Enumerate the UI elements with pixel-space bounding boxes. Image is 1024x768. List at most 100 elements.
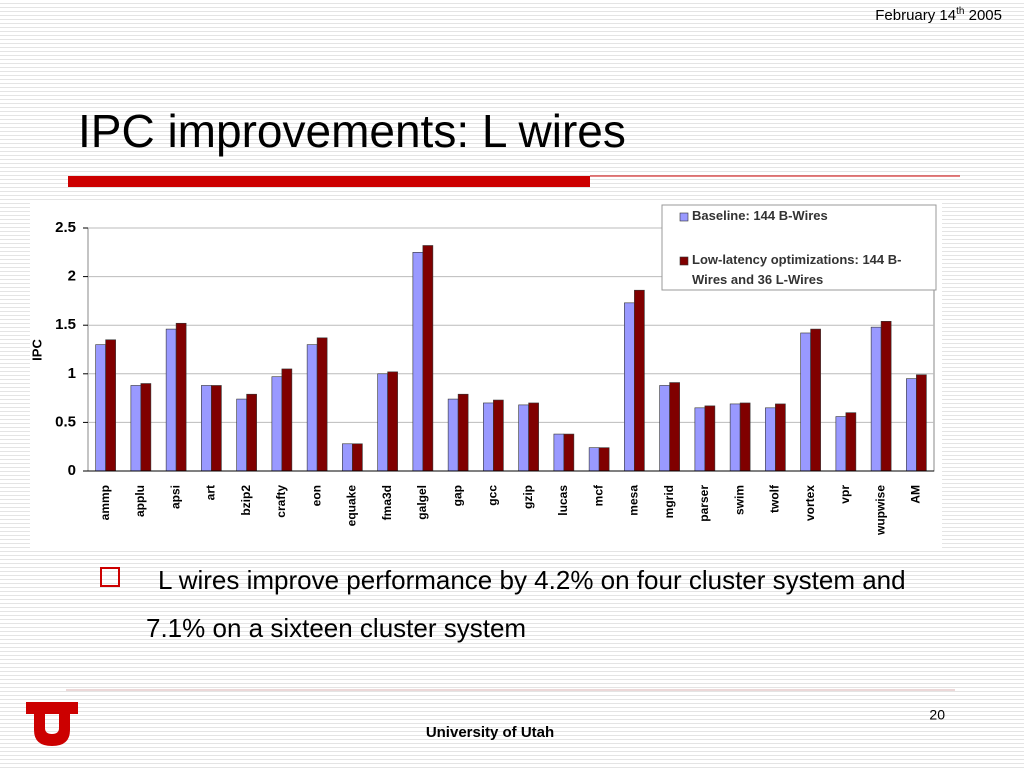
x-tick-label: gcc <box>486 485 500 506</box>
bar <box>694 407 706 472</box>
bar <box>412 252 424 472</box>
bar <box>765 407 776 472</box>
x-tick-label: gap <box>450 485 464 506</box>
date-year: 2005 <box>968 7 1002 24</box>
bar <box>870 326 882 472</box>
bar <box>236 398 247 472</box>
x-tick-label: swim <box>732 485 746 515</box>
slide-title: IPC improvements: L wires <box>78 105 626 157</box>
bar <box>800 332 811 472</box>
date: February 14th 2005 <box>875 6 1002 24</box>
bar <box>704 405 716 472</box>
bar <box>377 373 388 472</box>
y-tick-label: 0 <box>68 462 76 479</box>
bar <box>483 402 494 472</box>
bullet-icon <box>100 567 120 587</box>
x-tick-label: ammp <box>98 485 112 520</box>
bar <box>422 245 434 472</box>
x-tick-label: mgrid <box>662 485 676 518</box>
date-sup: th <box>956 6 965 17</box>
bar <box>271 376 283 472</box>
y-tick-label: 2 <box>68 268 76 285</box>
x-tick-label: mcf <box>591 484 605 506</box>
bar <box>845 412 857 472</box>
bar <box>775 403 786 472</box>
bar <box>739 402 751 472</box>
bar <box>165 328 177 472</box>
bullet-box: L wires improve performance by 4.2% on f… <box>146 565 906 643</box>
legend-box <box>661 204 937 291</box>
x-tick-label: lucas <box>556 485 570 516</box>
y-axis-label: IPC <box>29 339 44 361</box>
y-tick-label: 0.5 <box>55 413 76 430</box>
bar <box>281 368 293 472</box>
title-rule <box>68 176 590 187</box>
legend-swatch <box>679 256 689 266</box>
x-tick-label: mesa <box>627 485 641 516</box>
bar <box>493 399 504 472</box>
x-tick-label: AM <box>909 485 923 504</box>
bar <box>447 398 459 472</box>
bar <box>634 289 645 472</box>
bar <box>140 383 152 472</box>
legend-swatch <box>679 212 689 222</box>
legend-entry: Baseline: 144 B-Wires <box>692 208 828 223</box>
legend-label: Low-latency optimizations: 144 B-Wires a… <box>692 252 902 287</box>
bar <box>906 378 917 472</box>
x-tick-label: art <box>204 485 218 500</box>
x-tick-label: bzip2 <box>239 485 253 516</box>
bar <box>211 385 222 472</box>
y-tick-label: 2.5 <box>55 219 76 236</box>
x-tick-label: galgel <box>415 485 429 520</box>
bar <box>95 344 106 472</box>
bar <box>528 402 539 472</box>
y-tick-label: 1.5 <box>55 316 76 333</box>
bar <box>457 393 469 472</box>
bar <box>669 382 680 472</box>
x-tick-label: apsi <box>168 485 182 509</box>
bar <box>810 328 821 472</box>
x-tick-label: twolf <box>768 484 782 513</box>
x-tick-label: fma3d <box>380 485 394 520</box>
x-tick-label: crafty <box>274 485 288 518</box>
footer: University of Utah <box>426 724 554 741</box>
y-tick-label: 1 <box>68 365 76 382</box>
bar <box>130 385 142 472</box>
bar <box>246 393 257 472</box>
x-tick-label: vortex <box>803 485 817 521</box>
page-number: 20 <box>929 707 945 723</box>
x-tick-label: applu <box>133 485 147 517</box>
bar <box>729 403 741 472</box>
bar <box>598 447 610 472</box>
x-tick-label: equake <box>345 485 359 527</box>
bar <box>105 339 116 472</box>
x-tick-label: parser <box>697 485 711 522</box>
bar <box>518 404 529 472</box>
bar <box>342 443 353 472</box>
x-tick-label: eon <box>309 485 323 506</box>
x-tick-label: wupwise <box>873 485 887 536</box>
bar <box>624 302 635 472</box>
bar <box>175 322 187 472</box>
bar <box>659 385 670 472</box>
legend-entry: Low-latency optimizations: 144 B-Wires a… <box>692 252 902 287</box>
logo <box>26 702 78 746</box>
bar <box>316 337 328 472</box>
x-tick-label: vpr <box>838 485 852 504</box>
bar <box>553 433 565 472</box>
bullet-text: L wires improve performance by 4.2% on f… <box>146 565 906 643</box>
bar <box>880 321 892 472</box>
bar <box>352 443 363 472</box>
bar <box>916 374 927 472</box>
date-text: February 14 <box>875 7 957 24</box>
bar <box>588 447 600 472</box>
x-tick-label: gzip <box>521 485 535 509</box>
legend-label: Baseline: 144 B-Wires <box>692 208 828 223</box>
bar <box>306 344 318 472</box>
bar <box>387 371 398 472</box>
bar <box>201 385 212 472</box>
bar <box>835 416 847 472</box>
bar <box>563 433 575 472</box>
